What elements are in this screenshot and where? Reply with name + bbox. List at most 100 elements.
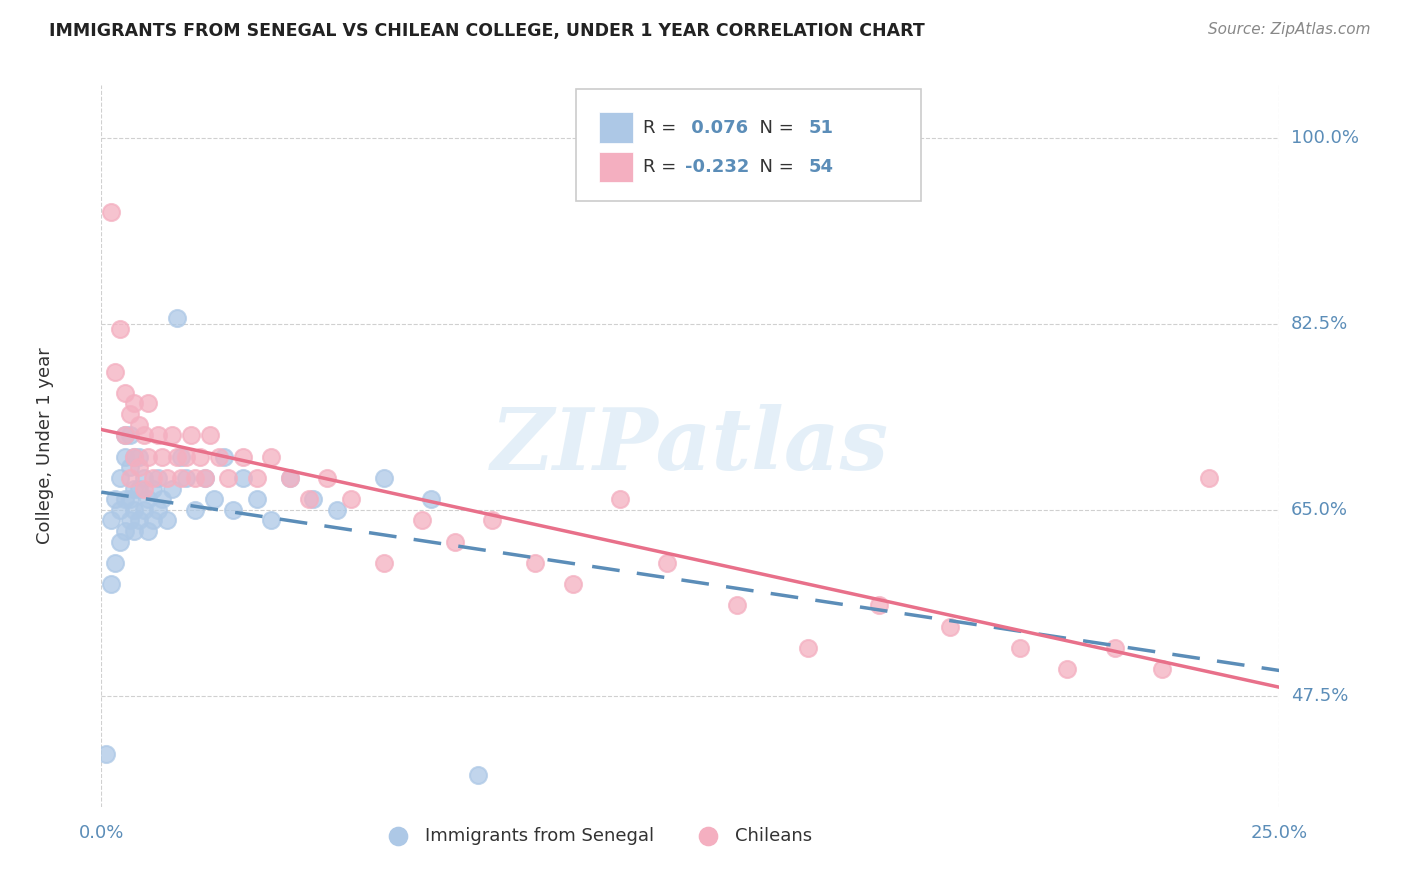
Point	[198, 428, 221, 442]
Point	[122, 396, 145, 410]
Point	[128, 482, 150, 496]
Point	[232, 450, 254, 464]
Point	[142, 471, 165, 485]
Text: 25.0%: 25.0%	[1251, 824, 1308, 842]
Point	[1010, 640, 1032, 655]
Point	[128, 460, 150, 475]
Point	[152, 492, 174, 507]
Text: ZIPatlas: ZIPatlas	[491, 404, 890, 488]
Point	[797, 640, 820, 655]
Point	[222, 502, 245, 516]
Point	[146, 428, 169, 442]
Point	[278, 471, 301, 485]
Point	[108, 322, 131, 336]
Point	[122, 450, 145, 464]
Point	[100, 577, 122, 591]
Point	[868, 599, 890, 613]
Point	[411, 513, 433, 527]
Point	[122, 502, 145, 516]
Point	[118, 428, 141, 442]
Point	[260, 513, 283, 527]
Text: 47.5%: 47.5%	[1291, 687, 1348, 705]
Point	[170, 450, 193, 464]
Point	[194, 471, 217, 485]
Point	[128, 513, 150, 527]
Point	[166, 450, 188, 464]
Point	[122, 482, 145, 496]
Point	[104, 556, 127, 570]
Text: R =: R =	[643, 119, 682, 136]
Text: 100.0%: 100.0%	[1291, 128, 1358, 147]
Point	[94, 747, 117, 761]
Point	[122, 524, 145, 538]
Text: 0.076: 0.076	[685, 119, 748, 136]
Point	[340, 492, 363, 507]
Point	[727, 599, 749, 613]
Point	[128, 450, 150, 464]
Point	[118, 407, 141, 421]
Point	[1104, 640, 1126, 655]
Point	[184, 471, 207, 485]
Point	[174, 450, 197, 464]
Point	[152, 450, 174, 464]
Point	[218, 471, 240, 485]
Point	[180, 428, 202, 442]
Point	[114, 450, 136, 464]
Text: -0.232: -0.232	[685, 158, 749, 176]
Point	[156, 471, 179, 485]
Point	[100, 205, 122, 219]
Point	[246, 492, 269, 507]
Point	[146, 471, 169, 485]
Point	[561, 577, 583, 591]
Point	[302, 492, 325, 507]
Point	[481, 513, 503, 527]
Point	[108, 471, 131, 485]
Point	[118, 492, 141, 507]
Point	[202, 492, 225, 507]
Text: 65.0%: 65.0%	[1291, 500, 1347, 519]
Point	[142, 482, 165, 496]
Text: 0.0%: 0.0%	[79, 824, 124, 842]
Point	[156, 513, 179, 527]
Point	[128, 417, 150, 432]
Point	[138, 450, 160, 464]
Point	[104, 365, 127, 379]
Point	[118, 471, 141, 485]
Point	[108, 534, 131, 549]
Point	[114, 385, 136, 400]
Point	[655, 556, 678, 570]
Point	[170, 471, 193, 485]
Point	[246, 471, 269, 485]
Point	[146, 502, 169, 516]
Point	[132, 502, 155, 516]
Point	[938, 619, 960, 633]
Point	[1198, 471, 1220, 485]
Point	[132, 471, 155, 485]
Point	[1150, 662, 1173, 676]
Point	[208, 450, 231, 464]
Point	[138, 492, 160, 507]
Text: N =: N =	[748, 119, 800, 136]
Text: 82.5%: 82.5%	[1291, 315, 1348, 333]
Point	[160, 482, 183, 496]
Point	[138, 396, 160, 410]
Point	[523, 556, 546, 570]
Text: IMMIGRANTS FROM SENEGAL VS CHILEAN COLLEGE, UNDER 1 YEAR CORRELATION CHART: IMMIGRANTS FROM SENEGAL VS CHILEAN COLLE…	[49, 22, 925, 40]
Point	[122, 450, 145, 464]
Point	[114, 428, 136, 442]
Point	[100, 513, 122, 527]
Point	[326, 502, 349, 516]
Point	[174, 471, 197, 485]
Point	[132, 482, 155, 496]
Text: N =: N =	[748, 158, 800, 176]
Point	[373, 471, 395, 485]
Point	[114, 524, 136, 538]
Point	[609, 492, 631, 507]
Point	[160, 428, 183, 442]
Text: College, Under 1 year: College, Under 1 year	[35, 348, 53, 544]
Point	[188, 450, 211, 464]
Legend: Immigrants from Senegal, Chileans: Immigrants from Senegal, Chileans	[373, 820, 820, 853]
Point	[138, 524, 160, 538]
Point	[142, 513, 165, 527]
Point	[232, 471, 254, 485]
